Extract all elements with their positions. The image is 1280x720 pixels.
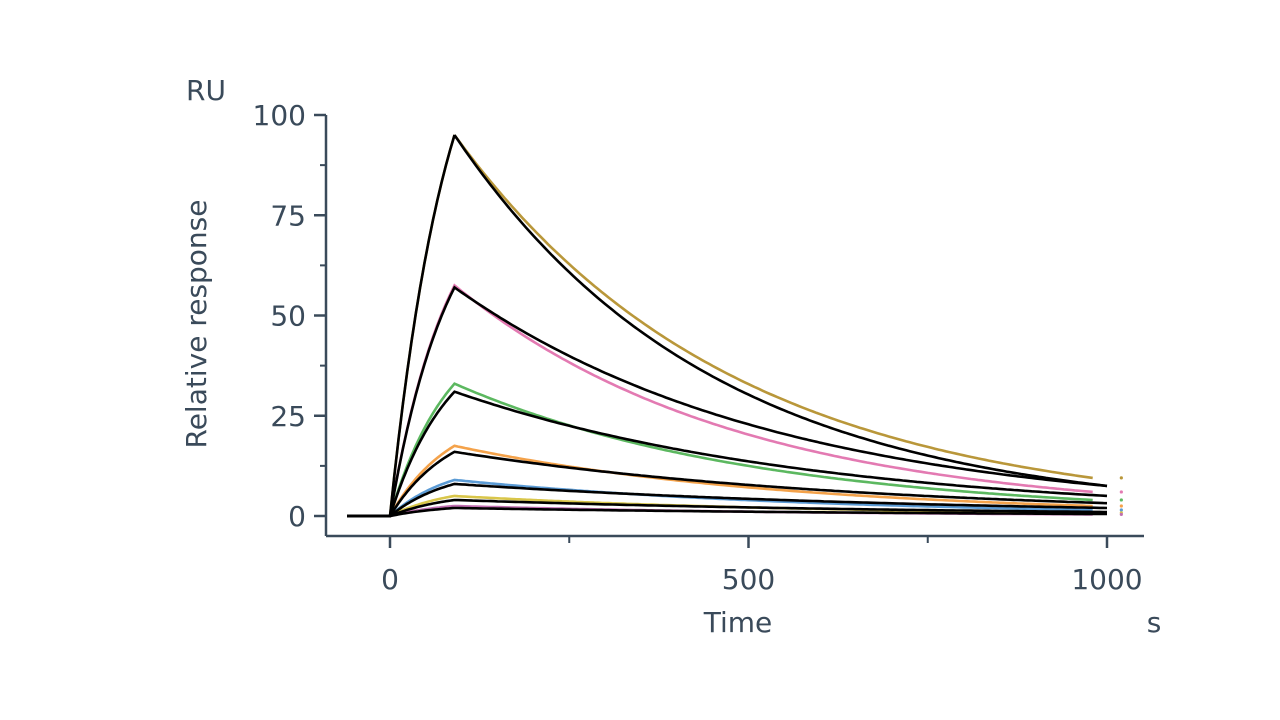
y-axis-title: Relative response — [180, 200, 213, 449]
x-tick-label: 1000 — [1071, 563, 1142, 596]
y-unit-label: RU — [186, 74, 226, 107]
measured-curve-4 — [368, 444, 1093, 518]
measured-end-marker-1 — [1119, 476, 1123, 480]
x-tick-label: 0 — [381, 563, 399, 596]
y-tick-label: 100 — [253, 99, 306, 132]
fit-curve-6 — [347, 498, 1107, 518]
x-tick-label: 500 — [722, 563, 775, 596]
fit-curve-5 — [347, 482, 1108, 518]
fit-curve-2 — [347, 285, 1108, 518]
measured-end-marker-2 — [1119, 490, 1123, 494]
measured-end-marker-5 — [1119, 508, 1123, 512]
measured-end-marker-4 — [1119, 504, 1123, 508]
y-tick-label: 75 — [270, 199, 306, 232]
y-tick-label: 25 — [270, 400, 306, 433]
fit-layer — [347, 134, 1108, 518]
fit-curve-4 — [347, 450, 1108, 518]
y-tick-label: 50 — [270, 300, 306, 333]
y-tick-label: 0 — [288, 500, 306, 533]
fit-curve-1 — [347, 134, 1108, 518]
x-unit-label: s — [1147, 606, 1162, 639]
measured-end-marker-7 — [1119, 512, 1123, 516]
fit-curve-7 — [347, 506, 1107, 518]
fit-curve-3 — [347, 390, 1108, 518]
measured-curve-3 — [368, 382, 1093, 518]
measured-end-marker-3 — [1119, 498, 1123, 502]
series-layer — [368, 134, 1123, 518]
x-axis-title: Time — [703, 606, 773, 639]
